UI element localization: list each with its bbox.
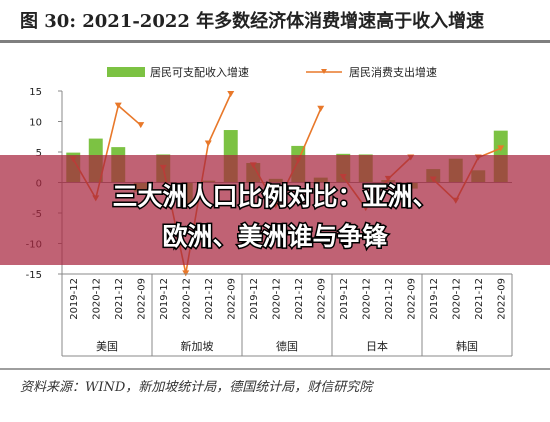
point-consumption <box>497 145 505 152</box>
x-tick-label: 2019-12 <box>339 278 350 320</box>
x-group-label: 美国 <box>96 340 118 353</box>
point-consumption <box>182 270 190 277</box>
x-tick-label: 2022-09 <box>316 278 327 320</box>
y-tick-label: 5 <box>36 148 42 159</box>
x-tick-label: 2022-09 <box>406 278 417 320</box>
y-tick-label: 10 <box>29 118 42 129</box>
point-consumption <box>227 91 235 98</box>
legend-line-marker <box>321 69 327 74</box>
x-tick-label: 2021-12 <box>474 278 485 320</box>
legend-label-consumption: 居民消费支出增速 <box>349 65 437 79</box>
x-tick-label: 2021-12 <box>204 278 215 320</box>
overlay-headline-line2: 欧洲、美洲谁与争锋 <box>162 222 388 251</box>
x-tick-label: 2019-12 <box>159 278 170 320</box>
x-group-label: 德国 <box>276 339 298 353</box>
point-consumption <box>137 122 145 129</box>
x-tick-label: 2022-09 <box>496 278 507 320</box>
point-consumption <box>204 140 212 147</box>
legend-label-income: 居民可支配收入增速 <box>150 65 249 79</box>
x-group-label: 新加坡 <box>181 339 214 353</box>
legend-bar-swatch <box>107 67 145 77</box>
point-consumption <box>114 102 122 109</box>
x-group-label: 韩国 <box>456 339 478 353</box>
chart-title: 图 30: 2021-2022 年多数经济体消费增速高于收入增速 <box>20 10 484 32</box>
x-tick-label: 2020-12 <box>451 278 462 320</box>
legend: 居民可支配收入增速 居民消费支出增速 <box>107 65 437 79</box>
y-tick-label: -15 <box>26 270 42 281</box>
point-consumption <box>317 105 325 112</box>
y-tick-label: 15 <box>29 87 42 98</box>
overlay-banner <box>0 155 550 265</box>
source-note: 资料来源：WIND，新加坡统计局，德国统计局，财信研究院 <box>20 379 374 395</box>
x-tick-label: 2020-12 <box>361 278 372 320</box>
x-tick-label: 2021-12 <box>294 278 305 320</box>
x-tick-label: 2020-12 <box>91 278 102 320</box>
x-tick-label: 2021-12 <box>384 278 395 320</box>
x-tick-label: 2020-12 <box>271 278 282 320</box>
x-tick-label: 2020-12 <box>181 278 192 320</box>
overlay-headline-line1: 三大洲人口比例对比：亚洲、 <box>112 182 437 211</box>
x-tick-label: 2019-12 <box>429 278 440 320</box>
x-tick-label: 2019-12 <box>69 278 80 320</box>
x-group-label: 日本 <box>366 339 388 353</box>
x-tick-label: 2021-12 <box>114 278 125 320</box>
x-tick-label: 2022-09 <box>136 278 147 320</box>
x-axis: 2019-12 2020-12 2021-12 2022-09 美国 2019-12 202… <box>61 273 513 357</box>
x-tick-label: 2019-12 <box>249 278 260 320</box>
title-underline <box>0 40 550 43</box>
x-tick-label: 2022-09 <box>226 278 237 320</box>
